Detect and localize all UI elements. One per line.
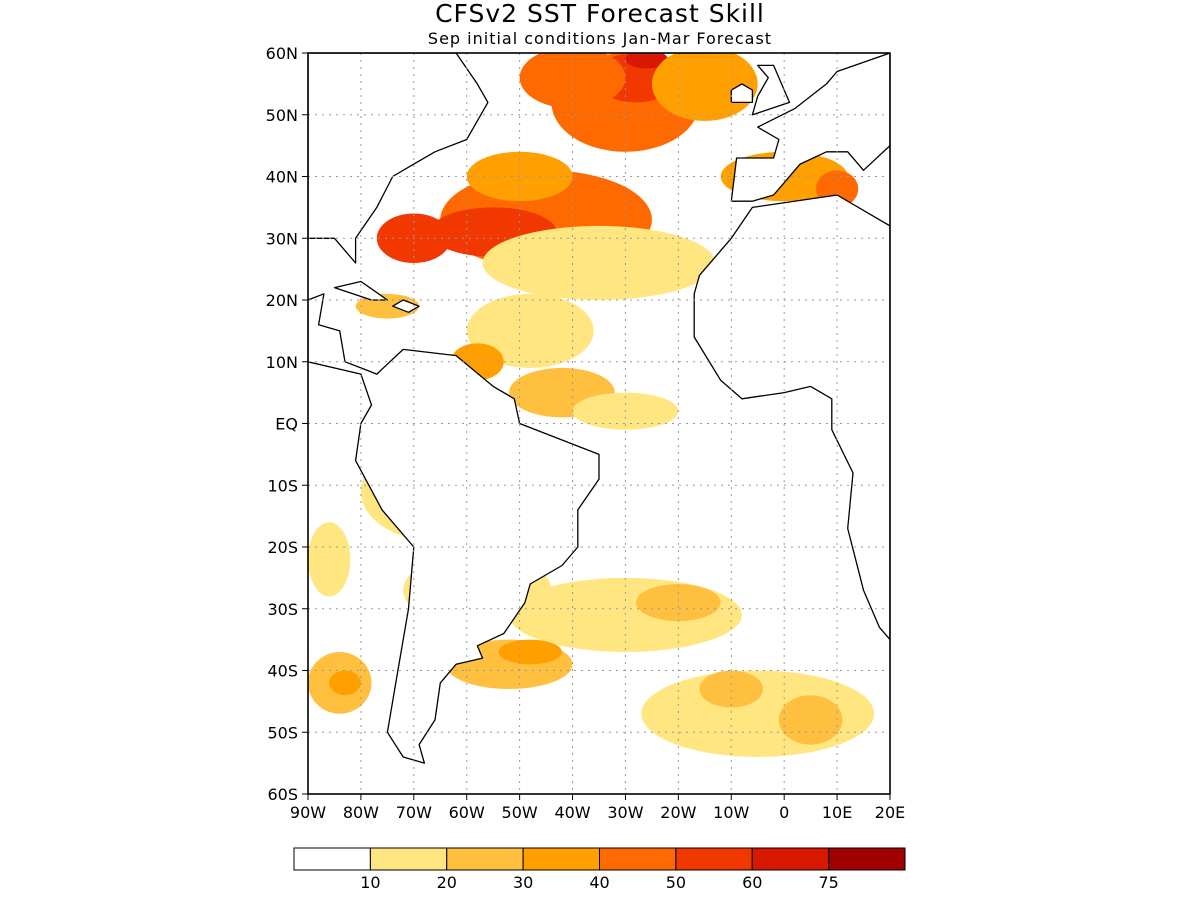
lon-tick-label: 40W	[554, 803, 590, 822]
lat-tick-label: 20N	[266, 291, 298, 310]
skill-region-11	[466, 293, 594, 368]
colorbar-box	[293, 847, 371, 871]
colorbar-label: 20	[437, 873, 457, 892]
skill-region-29	[329, 670, 361, 696]
lat-tick-label: 60N	[266, 44, 298, 63]
lat-tick-label: 50S	[267, 723, 298, 742]
lon-tick-label: 70W	[396, 803, 432, 822]
lat-tick-label: 60S	[267, 785, 298, 804]
skill-region-6	[625, 53, 668, 69]
colorbar-box	[751, 847, 830, 871]
lon-tick-label: 30W	[607, 803, 643, 822]
coastline-2	[308, 293, 600, 764]
colorbar-label: 10	[360, 873, 380, 892]
lon-tick-label: 50W	[502, 803, 538, 822]
skill-region-27	[778, 695, 843, 745]
lat-tick-label: 10N	[266, 353, 298, 372]
lat-tick-label: 10S	[267, 476, 298, 495]
colorbar-box	[522, 847, 600, 871]
skill-region-10	[482, 225, 716, 300]
skill-shading	[308, 53, 875, 757]
colorbar-box	[828, 847, 906, 871]
lon-tick-label: 10W	[713, 803, 749, 822]
lon-tick-label: 20E	[875, 803, 905, 822]
colorbar-box	[369, 847, 448, 871]
coastline-6	[730, 83, 754, 104]
skill-region-24	[498, 639, 562, 665]
coastline-5	[751, 64, 791, 116]
coastline-3	[693, 194, 890, 641]
coastline-7	[333, 280, 389, 301]
colorbar-box	[599, 847, 677, 871]
skill-region-7	[519, 53, 626, 109]
lon-tick-label: 20W	[660, 803, 696, 822]
skill-region-26	[699, 670, 764, 708]
map-title: CFSv2 SST Forecast Skill	[435, 0, 765, 28]
lat-tick-label: 40S	[267, 662, 298, 681]
coastline-1	[308, 53, 489, 264]
lon-tick-label: 90W	[290, 803, 326, 822]
lat-tick-label: 40N	[266, 168, 298, 187]
lat-tick-label: 20S	[267, 538, 298, 557]
colorbar-label: 50	[666, 873, 686, 892]
lat-tick-labels: 60N 50N 40N 30N 20N 10N EQ 10S 20S 30S 40S 50S 60S	[266, 44, 308, 804]
lon-tick-labels: 90W 80W 70W 60W 50W 40W 30W 20W 10W 0 10E 20E	[290, 794, 905, 822]
colorbar-label: 75	[818, 873, 838, 892]
colorbar-label: 40	[589, 873, 609, 892]
lon-tick-label: 10E	[822, 803, 852, 822]
skill-region-22	[636, 584, 721, 622]
lon-tick-label: 60W	[449, 803, 485, 822]
colorbar-label: 30	[513, 873, 533, 892]
colorbar-box	[675, 847, 753, 871]
colorbar: 10 20 30 40 50 60 75	[293, 847, 906, 892]
coastline-4	[730, 53, 890, 202]
lat-tick-label: 50N	[266, 106, 298, 125]
map-subtitle: Sep initial conditions Jan-Mar Forecast	[428, 29, 772, 48]
lat-tick-label: 30S	[267, 600, 298, 619]
lon-tick-label: 80W	[343, 803, 379, 822]
skill-region-30	[308, 522, 351, 597]
coastline-8	[392, 299, 420, 313]
lon-tick-label: 0	[779, 803, 789, 822]
colorbar-box	[446, 847, 524, 871]
colorbar-label: 60	[742, 873, 762, 892]
lat-tick-label: EQ	[275, 415, 298, 434]
grid-lines	[308, 53, 890, 794]
land-masses	[308, 53, 890, 764]
lat-tick-label: 30N	[266, 229, 298, 248]
